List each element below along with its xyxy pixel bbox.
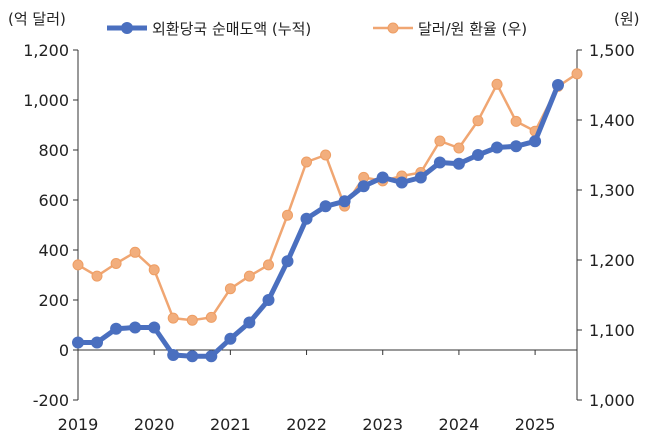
- exchange-rate-point: [472, 115, 484, 127]
- exchange-rate-point: [205, 311, 217, 323]
- net-sales-point: [395, 176, 408, 189]
- net-sales-point: [414, 171, 427, 184]
- exchange-rate-point: [224, 283, 236, 295]
- net-sales-point: [110, 322, 123, 335]
- net-sales-point: [357, 180, 370, 193]
- exchange-rate-point: [301, 156, 312, 168]
- net-sales-point: [319, 200, 332, 213]
- x-tick-label: 2021: [210, 415, 251, 434]
- right-tick-label: 1,300: [589, 181, 635, 200]
- series-net-sales: [72, 79, 564, 363]
- exchange-rate-point: [186, 314, 198, 326]
- net-sales-point: [452, 157, 465, 170]
- net-sales-point: [167, 349, 180, 361]
- right-tick-label: 1,400: [589, 111, 635, 130]
- exchange-rate-point: [263, 259, 274, 271]
- x-tick-label: 2019: [58, 415, 99, 434]
- exchange-rate-point: [91, 270, 103, 282]
- net-sales-point: [338, 195, 351, 208]
- right-tick-label: 1,000: [589, 391, 635, 410]
- net-sales-point: [91, 336, 103, 349]
- net-sales-point: [300, 212, 313, 225]
- exchange-rate-point: [167, 312, 179, 324]
- net-sales-point: [472, 149, 484, 161]
- net-sales-point: [376, 171, 389, 184]
- net-sales-point: [491, 141, 503, 154]
- x-tick-label: 2023: [362, 415, 403, 434]
- net-sales-point: [186, 350, 199, 363]
- left-tick-label: 600: [38, 191, 69, 210]
- exchange-rate-point: [129, 246, 141, 258]
- exchange-rate-point: [243, 270, 255, 282]
- exchange-rate-point: [510, 115, 522, 127]
- exchange-rate-point: [72, 259, 84, 271]
- net-sales-line: [78, 84, 561, 359]
- x-tick-label: 2022: [286, 415, 327, 434]
- exchange-rate-point: [434, 135, 446, 147]
- left-axis-unit-label: (억 달러): [8, 10, 66, 28]
- left-tick-label: 0: [59, 341, 69, 360]
- net-sales-point: [262, 294, 275, 306]
- net-sales-point: [148, 321, 161, 334]
- exchange-rate-point: [453, 142, 465, 154]
- exchange-rate-point: [491, 78, 503, 90]
- left-tick-label: 800: [38, 141, 69, 160]
- net-sales-point: [552, 79, 564, 91]
- net-sales-point: [205, 350, 218, 363]
- right-tick-label: 1,200: [589, 251, 635, 270]
- net-sales-point: [224, 332, 237, 345]
- net-sales-point: [243, 316, 256, 329]
- exchange-rate-point: [320, 149, 332, 161]
- right-axis-unit-label: (원): [614, 10, 640, 28]
- net-sales-point: [281, 255, 294, 268]
- exchange-rate-point: [148, 264, 160, 276]
- left-tick-label: 1,200: [23, 41, 69, 60]
- series-exchange-rate: [72, 68, 583, 326]
- exchange-rate-point: [571, 68, 583, 80]
- axes: -200 0 200 400 600 800 1,000 1,200 1,000 1,100 1,2…: [23, 41, 635, 434]
- exchange-rate-point: [110, 258, 122, 269]
- x-tick-label: 2020: [134, 415, 175, 434]
- right-tick-label: 1,100: [589, 321, 635, 340]
- net-sales-point: [129, 321, 142, 334]
- x-tick-label: 2024: [439, 415, 480, 434]
- exchange-rate-line: [77, 72, 578, 322]
- right-tick-label: 1,500: [589, 41, 635, 60]
- left-tick-label: 200: [38, 291, 69, 310]
- legend-marker-exchange-rate: [387, 22, 399, 34]
- exchange-rate-point: [282, 209, 293, 221]
- legend-label-exchange-rate: 달러/원 환율 (우): [418, 20, 527, 38]
- legend: 외환당국 순매도액 (누적) 달러/원 환율 (우): [107, 20, 527, 38]
- left-tick-label: 400: [38, 241, 69, 260]
- left-tick-label: -200: [33, 391, 69, 410]
- x-tick-label: 2025: [515, 415, 556, 434]
- legend-marker-net-sales: [121, 22, 133, 34]
- left-tick-label: 1,000: [23, 91, 69, 110]
- series-layer: [72, 68, 583, 363]
- legend-label-net-sales: 외환당국 순매도액 (누적): [152, 20, 311, 38]
- net-sales-point: [72, 336, 84, 349]
- net-sales-point: [510, 140, 523, 153]
- net-sales-point: [529, 135, 542, 148]
- net-sales-point: [433, 156, 446, 169]
